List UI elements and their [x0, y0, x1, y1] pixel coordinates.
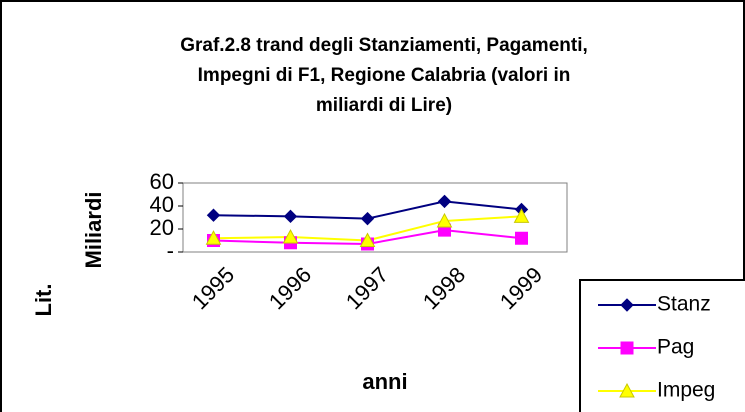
data-point [513, 208, 530, 223]
chart-title: Impegni di F1, Regione Calabria (valori … [198, 65, 571, 86]
y-tick-label: 20 [150, 215, 174, 240]
data-point [360, 211, 375, 226]
legend-marker [620, 298, 634, 312]
y-axis-label: Lit. [31, 284, 56, 317]
legend-label: Stanz [657, 293, 711, 316]
data-point [515, 231, 528, 245]
legend-marker [620, 341, 634, 355]
chart-title: Graf.2.8 trand degli Stanziamenti, Pagam… [180, 35, 588, 56]
data-point [206, 208, 221, 222]
legend-marker [619, 382, 635, 398]
data-point [437, 194, 452, 209]
data-point [205, 230, 222, 245]
plot-area [182, 182, 568, 253]
y-axis-label: Miliardi [81, 191, 106, 268]
legend-label: Impeg [657, 379, 715, 402]
data-point [359, 232, 376, 247]
chart-title: miliardi di Lire) [316, 95, 452, 116]
data-point [283, 209, 298, 224]
y-tick-label: 60 [150, 169, 174, 194]
legend-label: Pag [657, 336, 694, 359]
x-axis-label: anni [362, 369, 407, 394]
data-point [282, 228, 299, 244]
y-tick-label: - [167, 238, 174, 263]
data-point [436, 212, 453, 228]
y-tick-label: 40 [150, 192, 174, 217]
